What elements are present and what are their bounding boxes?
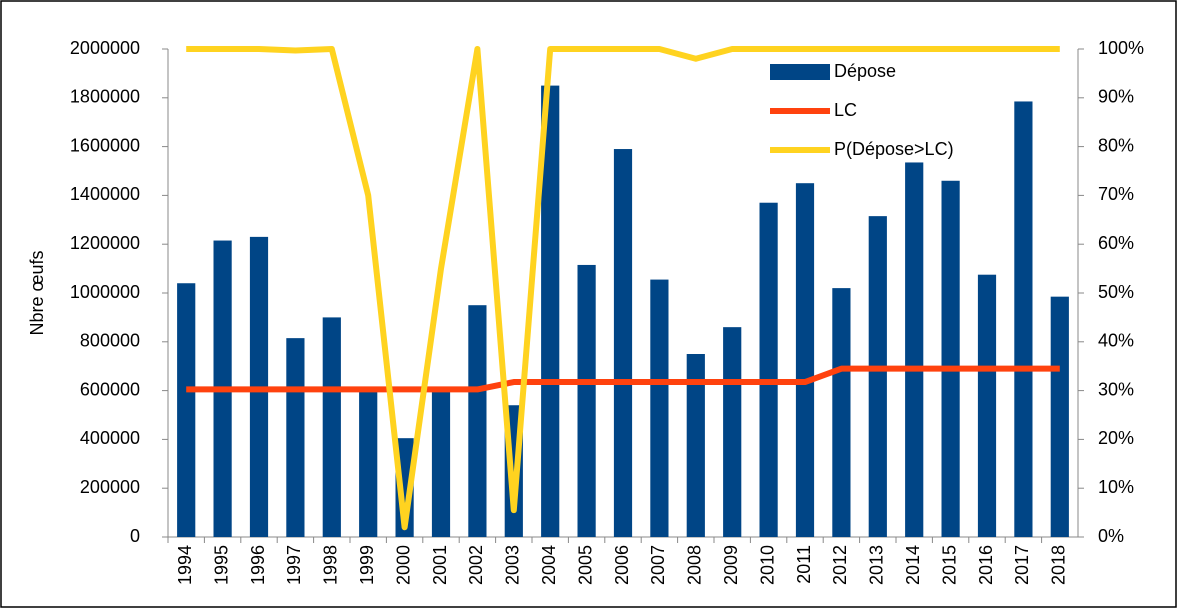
bar [468,305,487,537]
y2-tick-label: 100% [1098,38,1144,58]
bar [177,283,196,537]
y-tick-label: 0 [130,526,140,546]
x-tick-label: 2018 [1049,545,1069,585]
y-tick-label: 2000000 [70,38,140,58]
bar [759,202,778,537]
x-tick-label: 1994 [175,545,195,585]
bar [1014,101,1033,538]
bar [686,354,705,537]
x-tick-label: 1999 [357,545,377,585]
x-tick-label: 2014 [903,545,923,585]
bar [359,388,378,537]
bar [868,216,887,537]
x-tick-label: 2005 [575,545,595,585]
bar [322,317,341,537]
x-tick-label: 2008 [685,545,705,585]
x-tick-label: 2009 [721,545,741,585]
bar [832,288,851,537]
y-tick-label: 1800000 [70,87,140,107]
x-tick-label: 2012 [830,545,850,585]
y-tick-label: 1000000 [70,282,140,302]
y-axis-title: Nbre œufs [27,250,47,335]
y2-tick-label: 60% [1098,233,1134,253]
bar [905,162,924,537]
legend-label: Dépose [834,61,896,81]
x-tick-label: 2003 [503,545,523,585]
x-tick-label: 2001 [430,545,450,585]
y-tick-label: 400000 [80,428,140,448]
line [186,365,1060,393]
x-tick-label: 2011 [794,545,814,584]
x-tick-label: 2013 [867,545,887,585]
x-tick-label: 1996 [248,545,268,585]
x-tick-label: 2015 [939,545,959,585]
x-tick-label: 2007 [648,545,668,585]
bar [286,338,305,537]
y-tick-label: 1600000 [70,135,140,155]
y2-tick-label: 90% [1098,87,1134,107]
line [186,46,1060,531]
x-tick-label: 2016 [976,545,996,585]
y2-tick-label: 30% [1098,379,1134,399]
y2-tick-label: 10% [1098,477,1134,497]
x-tick-label: 1995 [211,545,231,585]
x-tick-label: 2010 [757,545,777,585]
bar [977,274,997,537]
legend-label: P(Dépose>LC) [834,139,954,159]
y2-tick-label: 40% [1098,331,1134,351]
bar [431,390,451,537]
x-tick-label: 2017 [1012,545,1032,585]
x-tick-label: 2002 [466,545,486,585]
bar [941,180,960,537]
y-tick-label: 800000 [80,331,140,351]
x-tick-label: 2006 [612,545,632,585]
x-tick-label: 2004 [539,545,559,585]
bar [1050,296,1069,537]
legend-swatch [770,64,830,80]
bar [723,327,742,537]
bar [650,279,669,537]
bar [541,85,560,537]
y2-tick-label: 70% [1098,184,1134,204]
y-tick-label: 1400000 [70,184,140,204]
y2-tick-label: 80% [1098,135,1134,155]
y-tick-label: 200000 [80,477,140,497]
x-tick-label: 2000 [393,545,413,585]
x-tick-label: 1998 [321,545,341,585]
y2-tick-label: 0% [1098,526,1124,546]
legend-label: LC [834,100,857,120]
bar [577,264,596,537]
x-tick-label: 1997 [284,545,304,585]
bar [613,149,633,538]
y2-tick-label: 50% [1098,282,1134,302]
y-tick-label: 1200000 [70,233,140,253]
bar [795,183,815,537]
y2-tick-label: 20% [1098,428,1134,448]
y-tick-label: 600000 [80,379,140,399]
